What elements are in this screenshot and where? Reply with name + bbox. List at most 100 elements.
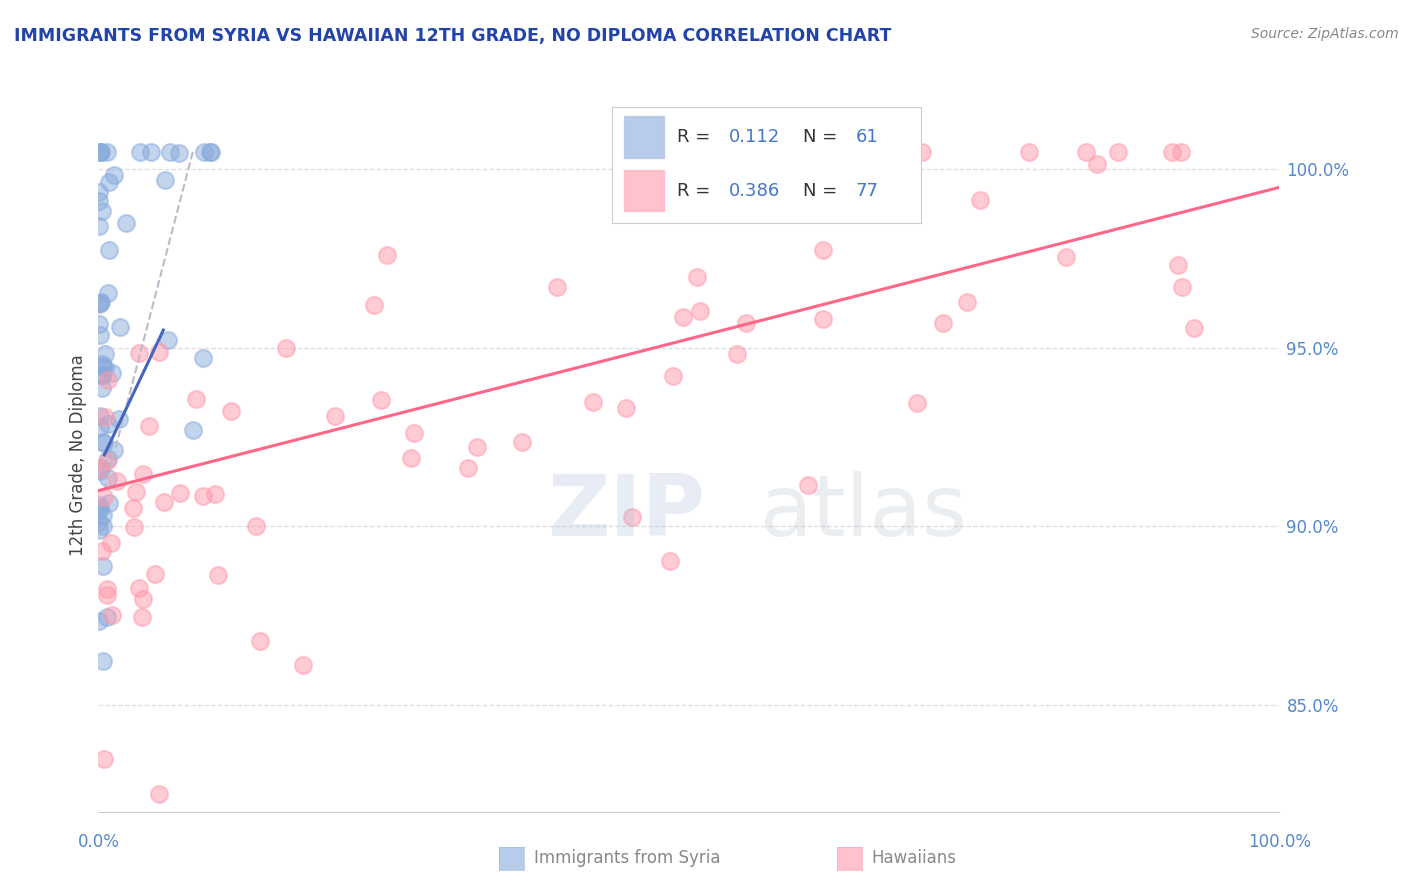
Text: Source: ZipAtlas.com: Source: ZipAtlas.com [1251, 27, 1399, 41]
Point [932, 316, 955, 330]
Point [1167, 259, 1189, 273]
Point [614, 401, 637, 415]
Text: 77: 77 [856, 182, 879, 200]
Text: N =: N = [803, 182, 838, 200]
Point [139, 145, 162, 159]
Point [91, 435, 114, 450]
Point [156, 334, 179, 348]
Point [97, 471, 120, 485]
Point [1170, 280, 1192, 294]
Point [125, 485, 148, 500]
Point [105, 474, 128, 488]
Text: Hawaiians: Hawaiians [872, 849, 956, 867]
Point [685, 184, 707, 198]
Point [661, 368, 683, 383]
Point [89, 409, 111, 423]
Point [152, 495, 174, 509]
Point [89, 460, 111, 475]
Point [97, 452, 120, 467]
Point [402, 425, 425, 440]
Point [87, 614, 110, 628]
Point [811, 145, 834, 159]
Point [93, 435, 115, 450]
Text: 0.112: 0.112 [730, 128, 780, 146]
Point [122, 500, 145, 515]
Point [97, 373, 120, 387]
Text: R =: R = [676, 128, 710, 146]
Point [138, 419, 160, 434]
Point [956, 295, 979, 310]
Text: 0.386: 0.386 [730, 182, 780, 200]
Point [93, 519, 115, 533]
Point [101, 367, 124, 381]
Point [129, 145, 152, 159]
Point [689, 304, 711, 318]
Point [115, 216, 138, 230]
Point [96, 145, 118, 159]
Point [193, 145, 215, 159]
Text: atlas: atlas [759, 470, 967, 554]
Point [725, 347, 748, 361]
Point [191, 489, 214, 503]
Point [100, 536, 122, 550]
Point [90, 543, 112, 558]
Point [399, 450, 422, 465]
Point [91, 357, 114, 371]
Point [363, 298, 385, 312]
Point [143, 566, 166, 581]
Point [911, 145, 934, 159]
Text: R =: R = [676, 182, 710, 200]
Bar [624, 169, 664, 211]
Point [87, 185, 110, 199]
Point [249, 634, 271, 648]
Point [620, 510, 643, 524]
Point [96, 588, 118, 602]
Point [87, 317, 110, 331]
Point [87, 498, 110, 512]
Point [93, 490, 115, 504]
Point [89, 219, 111, 233]
Point [1182, 321, 1205, 335]
Point [1170, 145, 1192, 159]
Point [93, 751, 115, 765]
Point [93, 346, 115, 360]
Point [148, 344, 170, 359]
Point [101, 608, 124, 623]
Point [685, 270, 707, 285]
Text: N =: N = [803, 128, 838, 146]
Point [91, 654, 114, 668]
Point [91, 381, 114, 395]
Point [186, 392, 208, 407]
Point [969, 193, 991, 207]
Point [169, 486, 191, 500]
Point [98, 175, 121, 189]
Point [90, 145, 112, 159]
Point [153, 173, 176, 187]
Point [1161, 145, 1184, 159]
Point [89, 462, 111, 476]
Point [811, 243, 834, 257]
Point [90, 295, 112, 310]
Point [91, 559, 114, 574]
Point [97, 496, 120, 510]
Point [198, 145, 221, 159]
Point [103, 443, 125, 458]
Point [582, 395, 605, 409]
Point [323, 409, 346, 423]
Point [1085, 157, 1108, 171]
Point [89, 419, 111, 434]
Point [89, 464, 111, 478]
Point [245, 519, 267, 533]
Point [87, 523, 110, 537]
Point [274, 341, 297, 355]
Point [94, 409, 117, 424]
Point [1107, 145, 1129, 159]
Point [89, 328, 111, 343]
Point [735, 316, 758, 330]
Point [457, 460, 479, 475]
Point [91, 368, 114, 383]
Text: IMMIGRANTS FROM SYRIA VS HAWAIIAN 12TH GRADE, NO DIPLOMA CORRELATION CHART: IMMIGRANTS FROM SYRIA VS HAWAIIAN 12TH G… [14, 27, 891, 45]
Point [181, 423, 204, 437]
Point [811, 311, 834, 326]
Point [97, 285, 120, 300]
